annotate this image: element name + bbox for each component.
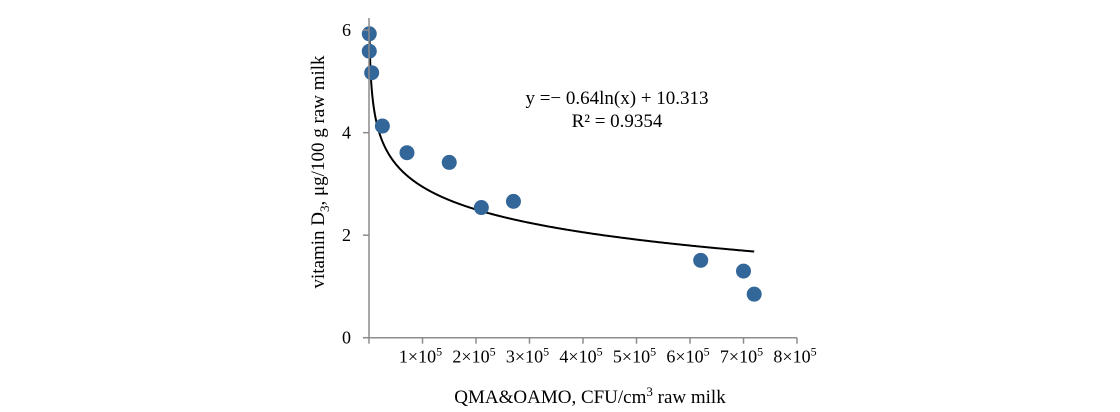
y-tick-label: 0: [342, 328, 351, 348]
data-points: [361, 26, 762, 302]
x-ticks: 1×105 2×105 3×105 4×105 5×105 6×105 7×105 8×105: [368, 337, 817, 367]
x-axis-title: QMA&OAMO, CFU/cm3 raw milk: [454, 384, 726, 408]
data-point: [441, 154, 457, 170]
x-tick-label: 1×105: [399, 345, 442, 367]
x-tick-label: 4×105: [559, 345, 602, 367]
x-axis-title-main: QMA&OAMO, CFU/cm: [454, 387, 646, 408]
y-axis-title-suffix: , μg/100 g raw milk: [308, 55, 329, 206]
y-tick-label: 2: [342, 225, 351, 245]
data-point: [374, 118, 390, 134]
data-point: [505, 193, 521, 209]
trendline-equation: y =− 0.64ln(x) + 10.313: [525, 88, 708, 109]
y-axis-title-prefix: vitamin D: [308, 212, 329, 289]
y-ticks: 0 2 4 6: [342, 20, 369, 348]
x-tick-label: 5×105: [613, 345, 656, 367]
x-tick-label: 8×105: [773, 345, 816, 367]
x-axis-title-sup: 3: [646, 384, 653, 399]
x-tick-label: 7×105: [720, 345, 763, 367]
r-squared-label: R² = 0.9354: [572, 111, 663, 132]
data-point: [399, 145, 415, 161]
x-tick-label: 2×105: [452, 345, 495, 367]
trendline-layer: [368, 32, 755, 253]
data-point: [693, 252, 709, 268]
y-tick-label: 6: [342, 20, 351, 40]
y-tick-label: 4: [342, 123, 351, 143]
data-point: [736, 263, 751, 279]
data-point: [364, 65, 380, 81]
data-point: [473, 200, 489, 216]
y-axis-title-sub: 3: [317, 206, 332, 213]
x-tick-label: 6×105: [666, 345, 709, 367]
x-axis-title-suffix: raw milk: [653, 387, 726, 408]
y-axis-title: vitamin D3, μg/100 g raw milk: [308, 55, 332, 289]
trendline: [368, 32, 755, 253]
axes: [363, 18, 797, 339]
x-tick-label: 3×105: [506, 345, 549, 367]
data-point: [746, 286, 762, 302]
